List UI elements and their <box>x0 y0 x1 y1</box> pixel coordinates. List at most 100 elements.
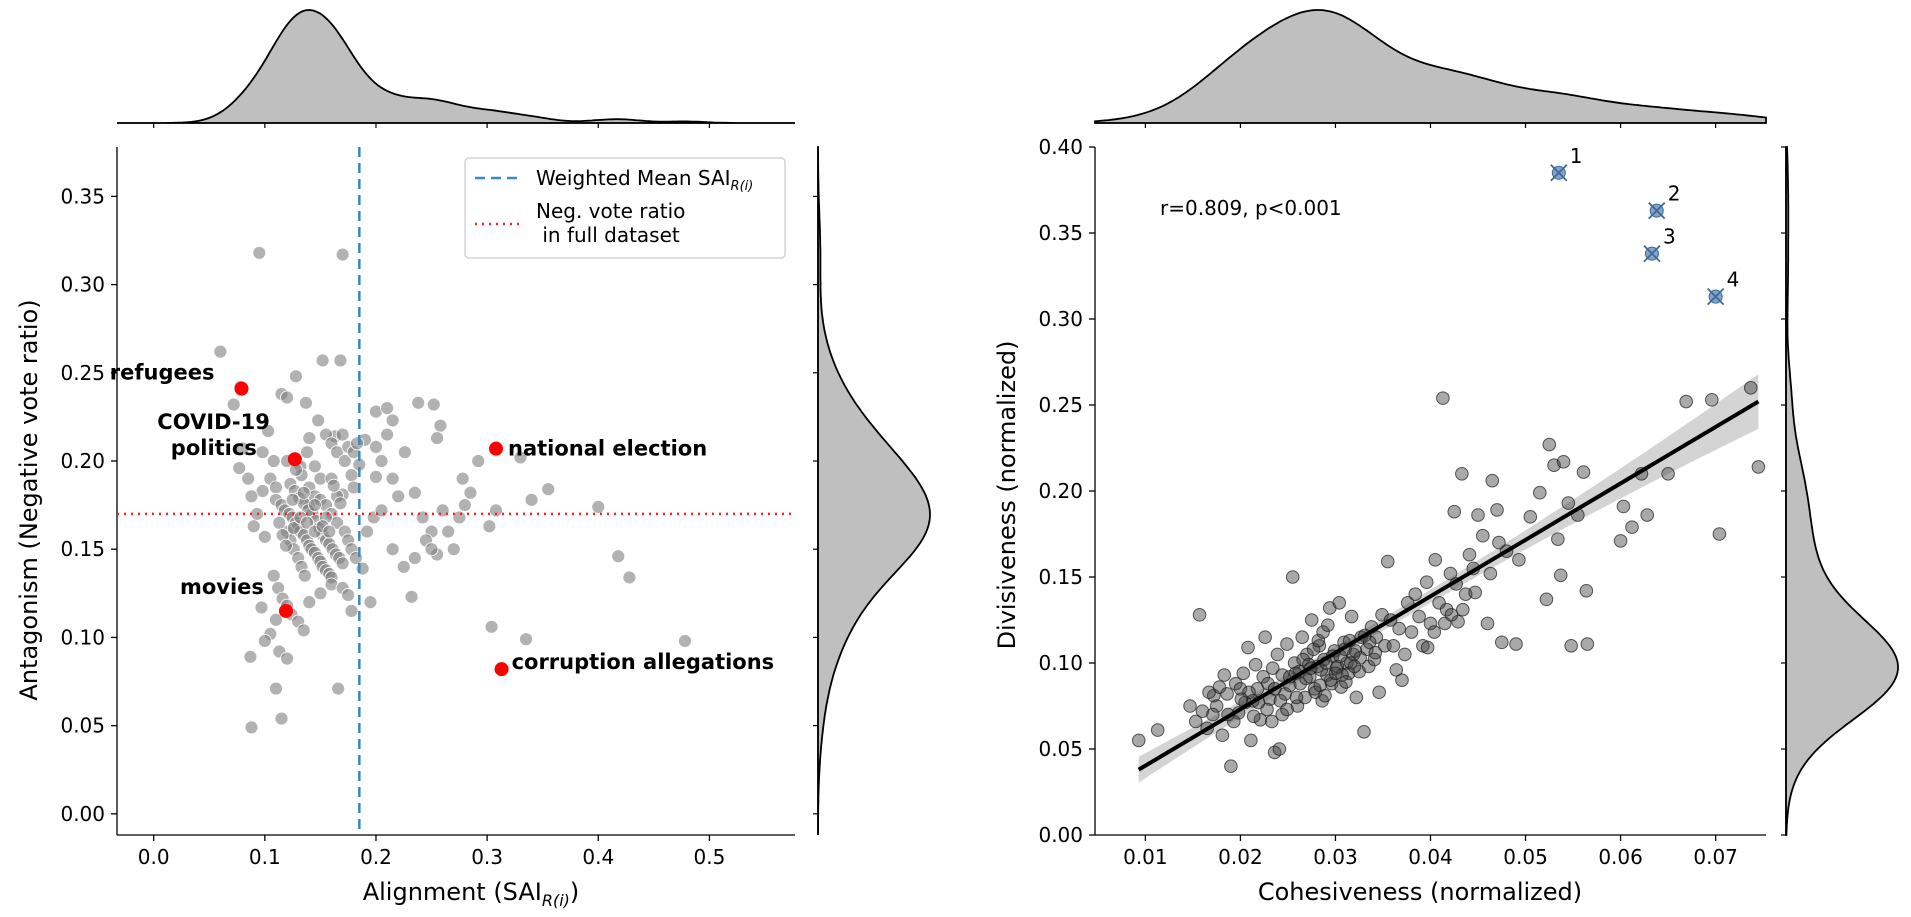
right-data-point <box>1523 510 1538 524</box>
right-data-point <box>1480 616 1495 631</box>
left-data-point <box>385 413 400 428</box>
legend-neg-vote-label-line1: Neg. vote ratio <box>536 199 685 223</box>
left-data-point <box>430 431 445 445</box>
left-data-point <box>463 485 478 500</box>
left-data-point <box>269 480 283 495</box>
left-y-tick-label: 0.20 <box>60 449 105 473</box>
right-data-point <box>1209 699 1224 713</box>
left-data-point <box>330 515 344 530</box>
outlier-cross <box>1550 164 1568 182</box>
right-data-point <box>1447 504 1462 519</box>
right-data-point <box>1428 553 1443 567</box>
highlight-label: refugees <box>110 361 215 385</box>
left-y-axis-title: Antagonism (Negative vote ratio) <box>15 299 43 700</box>
left-data-point <box>302 595 317 610</box>
left-data-point <box>232 461 247 475</box>
highlight-point <box>278 603 293 618</box>
right-y-tick-label: 0.10 <box>1038 651 1083 675</box>
left-data-point <box>285 492 300 507</box>
right-data-point <box>1579 583 1594 598</box>
left-data-point <box>244 720 259 735</box>
right-data-point <box>1380 554 1395 569</box>
left-data-point <box>330 445 344 460</box>
right-data-point <box>1392 621 1406 636</box>
right-data-point <box>1264 714 1279 729</box>
right-data-point <box>1306 642 1321 657</box>
left-right-marginal-density <box>813 146 931 836</box>
right-data-point <box>1321 618 1335 632</box>
highlight-point <box>489 441 504 456</box>
right-data-point <box>1206 707 1220 722</box>
left-data-point <box>296 623 311 638</box>
right-y-tick-label: 0.30 <box>1038 307 1083 331</box>
right-data-point <box>1556 454 1571 469</box>
right-y-axis-title: Divisiveness (normalized) <box>993 341 1021 650</box>
right-data-point <box>1150 723 1165 737</box>
right-data-point <box>1419 575 1434 589</box>
left-data-point <box>441 524 456 539</box>
left-data-point <box>446 542 461 557</box>
highlight-label: corruption allegations <box>512 650 775 674</box>
right-data-point <box>1427 625 1442 639</box>
right-data-point <box>1332 596 1347 610</box>
left-data-point <box>380 401 394 415</box>
regression-line-path <box>1137 399 1760 772</box>
left-highlighted-topics: refugees COVID-19 politics national electio… <box>110 361 775 677</box>
right-data-point <box>1339 675 1353 689</box>
right-data-point <box>1295 630 1309 645</box>
regression-line <box>1137 399 1760 772</box>
outlier-label: 2 <box>1668 182 1681 206</box>
right-data-point <box>1253 712 1268 727</box>
right-data-point <box>1705 393 1719 407</box>
left-data-point <box>391 489 406 504</box>
right-data-point <box>1228 676 1243 691</box>
right-data-point <box>1347 659 1362 674</box>
left-data-point <box>433 418 448 433</box>
left-y-tick-label: 0.30 <box>60 273 105 297</box>
left-data-point <box>297 568 312 583</box>
left-data-point <box>380 427 394 442</box>
right-data-point <box>1304 613 1319 627</box>
right-data-point <box>1311 633 1326 648</box>
left-data-point <box>426 397 441 412</box>
left-data-point <box>261 424 276 438</box>
left-points <box>213 245 692 735</box>
left-data-point <box>257 634 272 648</box>
right-data-point <box>1462 547 1477 562</box>
legend-neg-vote-label-line2: in full dataset <box>536 223 680 247</box>
right-x-axis-title: Cohesiveness (normalized) <box>1258 878 1582 906</box>
left-data-point <box>411 395 426 410</box>
right-data-point <box>1256 669 1271 684</box>
left-data-point <box>311 413 326 428</box>
left-legend: Weighted Mean SAIR(i) Neg. vote ratio in… <box>464 157 786 259</box>
left-data-point <box>397 445 412 460</box>
left-data-point <box>519 632 533 647</box>
left-data-point <box>213 344 228 359</box>
left-data-point <box>300 445 314 460</box>
left-y-tick-label: 0.35 <box>60 184 105 208</box>
right-data-point <box>1420 640 1435 655</box>
legend-box <box>464 157 786 259</box>
right-data-point <box>1289 690 1304 705</box>
right-data-point <box>1443 566 1458 581</box>
left-x-axis-title: Alignment (SAIR(i)) <box>363 878 580 910</box>
right-data-point <box>1564 639 1578 653</box>
left-data-point <box>279 538 293 553</box>
right-x-tick-label: 0.05 <box>1503 845 1548 869</box>
right-data-point <box>1661 467 1675 481</box>
left-data-point <box>255 445 270 460</box>
right-data-point <box>1375 608 1389 622</box>
left-data-point <box>452 510 467 525</box>
right-data-point <box>1398 647 1412 662</box>
right-data-point <box>1361 659 1376 674</box>
left-reference-lines <box>117 147 795 835</box>
right-data-point <box>1551 532 1565 546</box>
right-data-point <box>1386 639 1401 653</box>
left-data-point <box>678 634 692 648</box>
right-data-point <box>1539 592 1554 607</box>
right-data-point <box>1349 690 1364 705</box>
correlation-annotation: r=0.809, p<0.001 <box>1160 196 1342 220</box>
right-points <box>1131 381 1766 774</box>
left-data-point <box>313 586 328 601</box>
